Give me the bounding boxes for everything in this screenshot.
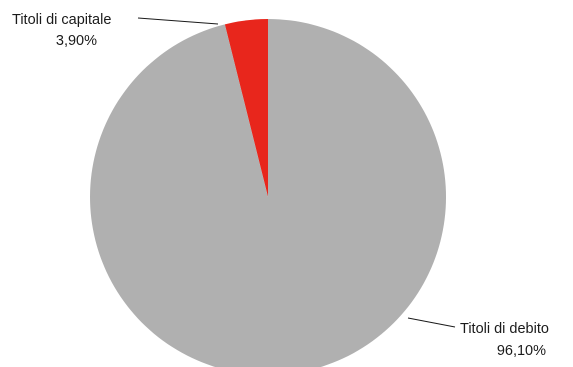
pie-slices <box>90 19 446 367</box>
slice-annotation-capitale: Titoli di capitale 3,90% <box>12 12 219 49</box>
slice-annotation-debito: Titoli di debito 96,10% <box>407 317 549 359</box>
slice-value-debito: 96,10% <box>497 343 546 359</box>
pie-slice-titoli-di-capitale <box>224 19 268 197</box>
slice-value-capitale: 3,90% <box>56 33 97 49</box>
leader-line-capitale <box>137 17 219 25</box>
slice-label-debito: Titoli di debito <box>460 321 549 337</box>
slice-label-capitale: Titoli di capitale <box>12 12 111 28</box>
pie-slice-titoli-di-debito <box>90 19 446 367</box>
leader-line-debito <box>407 317 456 328</box>
